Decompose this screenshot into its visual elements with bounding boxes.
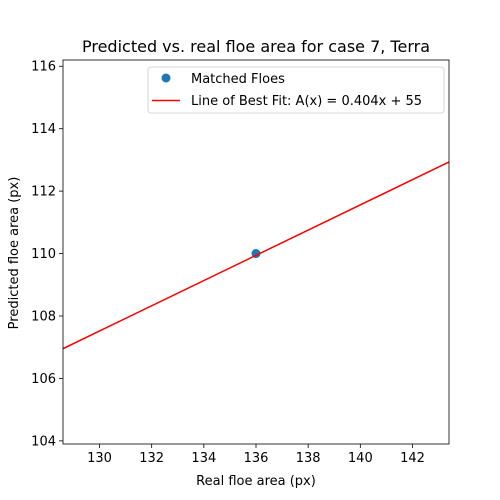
x-tick-label: 134: [191, 451, 216, 466]
legend-entry-label: Line of Best Fit: A(x) = 0.404x + 55: [191, 94, 422, 109]
y-tick-label: 108: [31, 310, 56, 325]
legend-marker-swatch: [161, 73, 171, 83]
legend-frame: [147, 66, 445, 114]
y-tick-label: 110: [31, 247, 56, 262]
x-tick-label: 142: [400, 451, 425, 466]
x-tick-label: 140: [348, 451, 373, 466]
plot-area: 130 132 134 136 138 140 142 104 106 108 110 112 114 1…: [31, 59, 450, 466]
legend: Matched Floes Line of Best Fit: A(x) = 0.…: [147, 66, 445, 114]
x-tick-label: 138: [296, 451, 321, 466]
y-tick-label: 112: [31, 185, 56, 200]
y-axis-label: Predicted floe area (px): [7, 177, 22, 330]
y-tick-label: 106: [31, 372, 56, 387]
y-tick-label: 116: [31, 60, 56, 75]
x-tick-label: 130: [87, 451, 112, 466]
series-group: [63, 161, 449, 350]
y-tick-label: 104: [31, 434, 56, 449]
best-fit-line: [63, 161, 449, 350]
axes-frame: [62, 59, 450, 445]
chart-title: Predicted vs. real floe area for case 7,…: [82, 37, 430, 56]
legend-entry-label: Matched Floes: [191, 72, 285, 87]
x-tick-label: 132: [139, 451, 164, 466]
x-tick-label: 136: [244, 451, 269, 466]
y-tick-label: 114: [31, 122, 56, 137]
x-axis-label: Real floe area (px): [196, 474, 316, 489]
